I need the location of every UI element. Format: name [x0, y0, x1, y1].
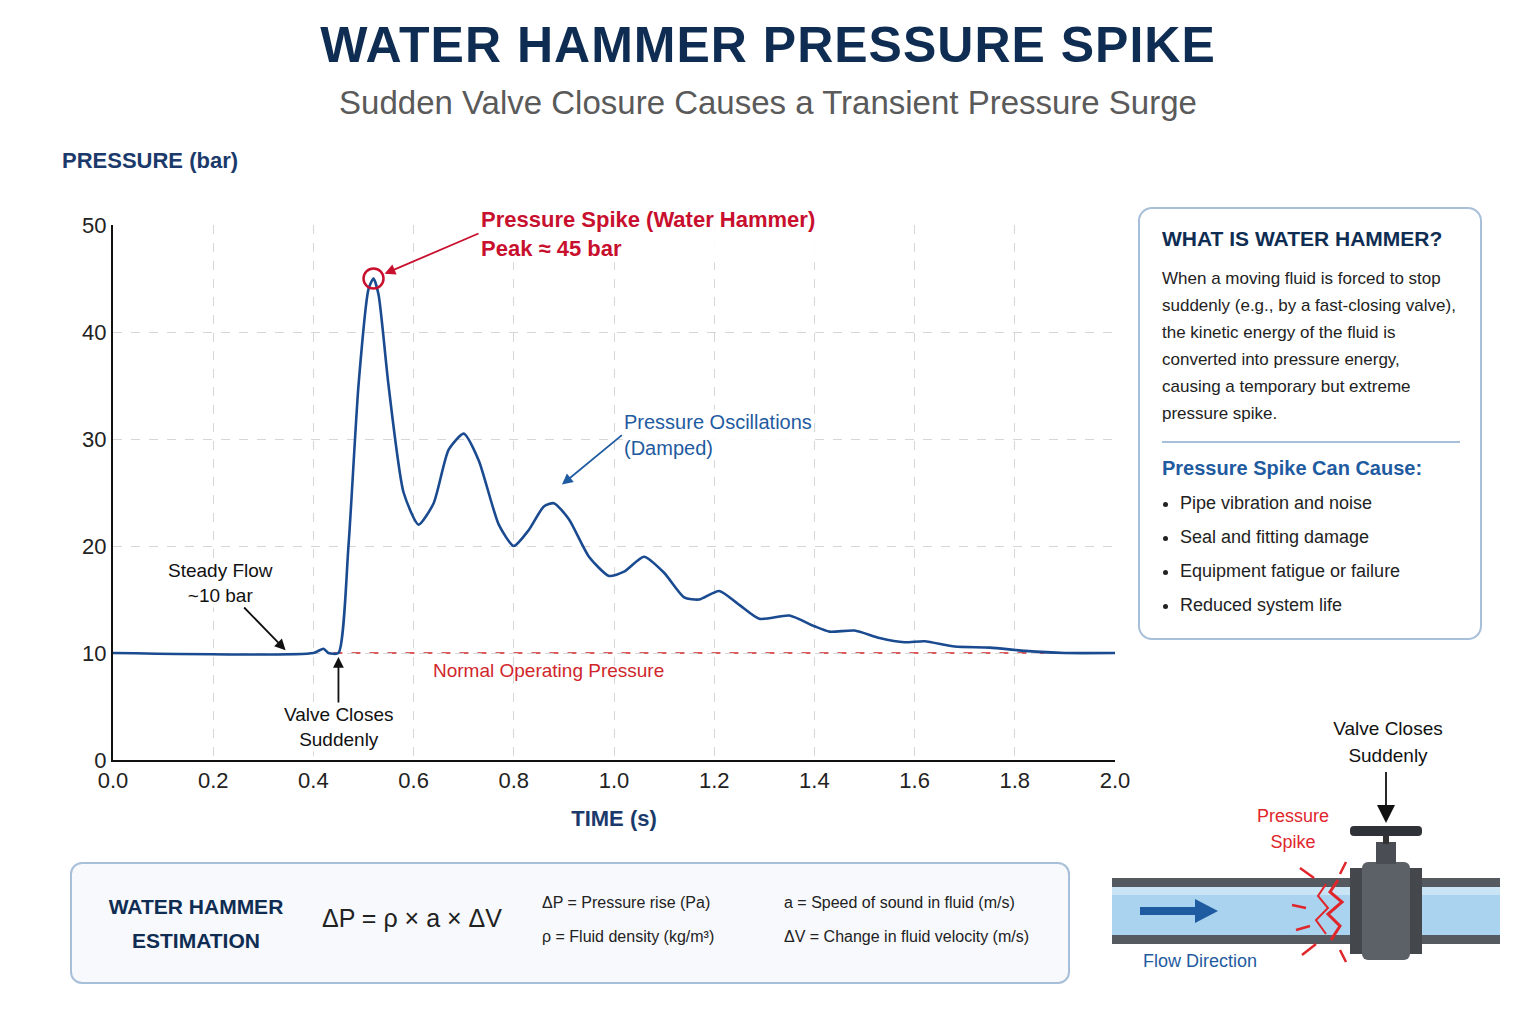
- html-text:WATER HAMMER PRESSURE SPIKE: WATER HAMMER PRESSURE SPIKE: [320, 17, 1216, 73]
- html-text:Pressure Spike Can Cause:: Pressure Spike Can Cause:: [1162, 457, 1423, 479]
- svg-text:Pressure Oscillations(Damped): Pressure Oscillations(Damped): [624, 411, 812, 459]
- svg-text:Valve ClosesSuddenly: Valve ClosesSuddenly: [284, 704, 393, 750]
- svg-text:0.0: 0.0: [98, 768, 129, 793]
- svg-text:0.4: 0.4: [298, 768, 329, 793]
- svg-text:0: 0: [94, 748, 106, 773]
- svg-text:50: 50: [82, 213, 106, 238]
- html-text:Seal and fitting damage: Seal and fitting damage: [1180, 527, 1370, 547]
- svg-text:TIME (s): TIME (s): [571, 806, 657, 831]
- svg-text:Pressure Spike (Water Hammer)P: Pressure Spike (Water Hammer)Peak ≈ 45 b…: [481, 207, 815, 261]
- html-text:ESTIMATION: ESTIMATION: [132, 929, 260, 952]
- svg-text:Normal Operating Pressure: Normal Operating Pressure: [433, 660, 664, 681]
- html-text:WHAT IS WATER HAMMER?: WHAT IS WATER HAMMER?: [1162, 227, 1443, 250]
- svg-text:0.6: 0.6: [398, 768, 429, 793]
- html-text:Equipment fatigue or failure: Equipment fatigue or failure: [1180, 561, 1401, 581]
- html-text:Sudden Valve Closure Causes a: Sudden Valve Closure Causes a Transient …: [339, 84, 1197, 121]
- svg-text:0.8: 0.8: [499, 768, 530, 793]
- svg-text:1.4: 1.4: [799, 768, 830, 793]
- html-text:ΔP = ρ × a × ΔV: ΔP = ρ × a × ΔV: [322, 904, 502, 932]
- svg-text:1.8: 1.8: [1000, 768, 1031, 793]
- svg-text:30: 30: [82, 427, 106, 452]
- html-text:Pipe vibration and noise: Pipe vibration and noise: [1180, 493, 1373, 513]
- svg-text:PRESSURE (bar): PRESSURE (bar): [62, 148, 238, 173]
- html-text:When a moving fluid is forced: When a moving fluid is forced to stop su…: [1162, 269, 1456, 423]
- svg-text:0.2: 0.2: [198, 768, 229, 793]
- svg-text:1.2: 1.2: [699, 768, 730, 793]
- html-text:ρ = Fluid density (kg/m³): ρ = Fluid density (kg/m³): [542, 928, 715, 945]
- svg-text:10: 10: [82, 641, 106, 666]
- svg-text:Pressure: Pressure: [1257, 806, 1329, 826]
- svg-text:20: 20: [82, 534, 106, 559]
- html-text:ΔV = Change in fluid velocity: ΔV = Change in fluid velocity (m/s): [784, 928, 1029, 945]
- svg-text:Valve Closes: Valve Closes: [1333, 718, 1442, 739]
- html-text:a = Speed of sound in fluid (m: a = Speed of sound in fluid (m/s): [784, 894, 1015, 911]
- svg-text:2.0: 2.0: [1100, 768, 1131, 793]
- html-text:Reduced system life: Reduced system life: [1180, 595, 1343, 615]
- svg-text:1.0: 1.0: [599, 768, 630, 793]
- svg-text:Steady Flow~10 bar: Steady Flow~10 bar: [168, 560, 273, 606]
- svg-text:40: 40: [82, 320, 106, 345]
- svg-text:1.6: 1.6: [899, 768, 930, 793]
- svg-text:Flow Direction: Flow Direction: [1143, 951, 1257, 971]
- html-text:WATER HAMMER: WATER HAMMER: [108, 895, 284, 918]
- html-text:ΔP = Pressure rise (Pa): ΔP = Pressure rise (Pa): [542, 894, 711, 911]
- svg-text:Suddenly: Suddenly: [1348, 745, 1428, 766]
- svg-text:Spike: Spike: [1270, 832, 1315, 852]
